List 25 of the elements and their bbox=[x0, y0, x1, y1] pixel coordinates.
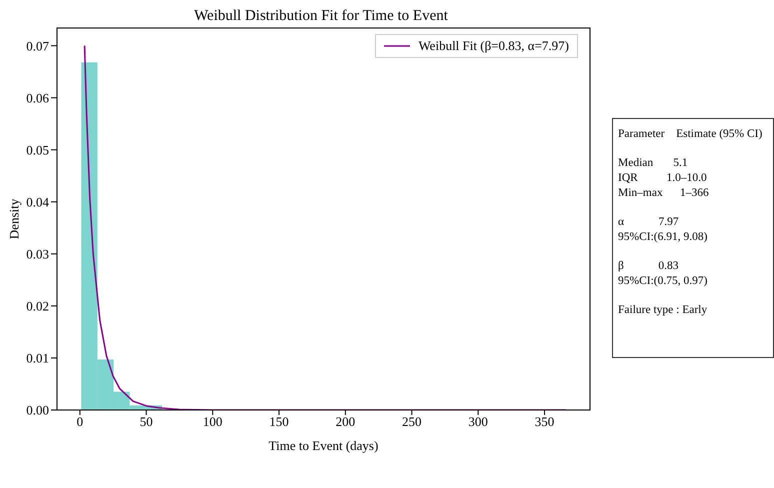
text: β 0.83 95%CI:(0.75, 0.97) bbox=[618, 259, 708, 289]
text: Failure type : Early bbox=[618, 303, 708, 318]
x-tick-label: 50 bbox=[140, 414, 153, 430]
x-tick-label: 300 bbox=[468, 414, 488, 430]
y-tick-label: 0.03 bbox=[26, 246, 49, 262]
y-tick-label: 0.04 bbox=[26, 194, 50, 210]
chart-title: Weibull Distribution Fit for Time to Event bbox=[193, 8, 449, 25]
y-tick-label: 0.01 bbox=[26, 350, 49, 366]
legend-label: Weibull Fit (β=0.83, α=7.97) bbox=[418, 38, 569, 54]
x-tick-label: 200 bbox=[336, 414, 356, 430]
x-tick-label: 0 bbox=[76, 414, 84, 430]
x-tick-label: 350 bbox=[534, 414, 554, 430]
text: α 7.97 95%CI:(6.91, 9.08) bbox=[618, 215, 708, 245]
y-tick-label: 0.06 bbox=[26, 90, 50, 106]
y-tick-label: 0.02 bbox=[26, 298, 49, 314]
x-axis-title: Time to Event (days) bbox=[268, 438, 378, 453]
x-tick-label: 150 bbox=[269, 414, 289, 430]
y-tick-label: 0.00 bbox=[26, 402, 49, 418]
x-tick-label: 250 bbox=[402, 414, 422, 430]
text: Parameter Estimate (95% CI) bbox=[618, 127, 764, 142]
x-tick-label: 100 bbox=[202, 414, 222, 430]
y-tick-label: 0.05 bbox=[26, 142, 49, 158]
text: Median 5.1 IQR 1.0–10.0 Min–max 1–366 bbox=[618, 156, 710, 201]
y-axis-title: Density bbox=[6, 198, 22, 240]
y-tick-label: 0.07 bbox=[26, 38, 50, 54]
